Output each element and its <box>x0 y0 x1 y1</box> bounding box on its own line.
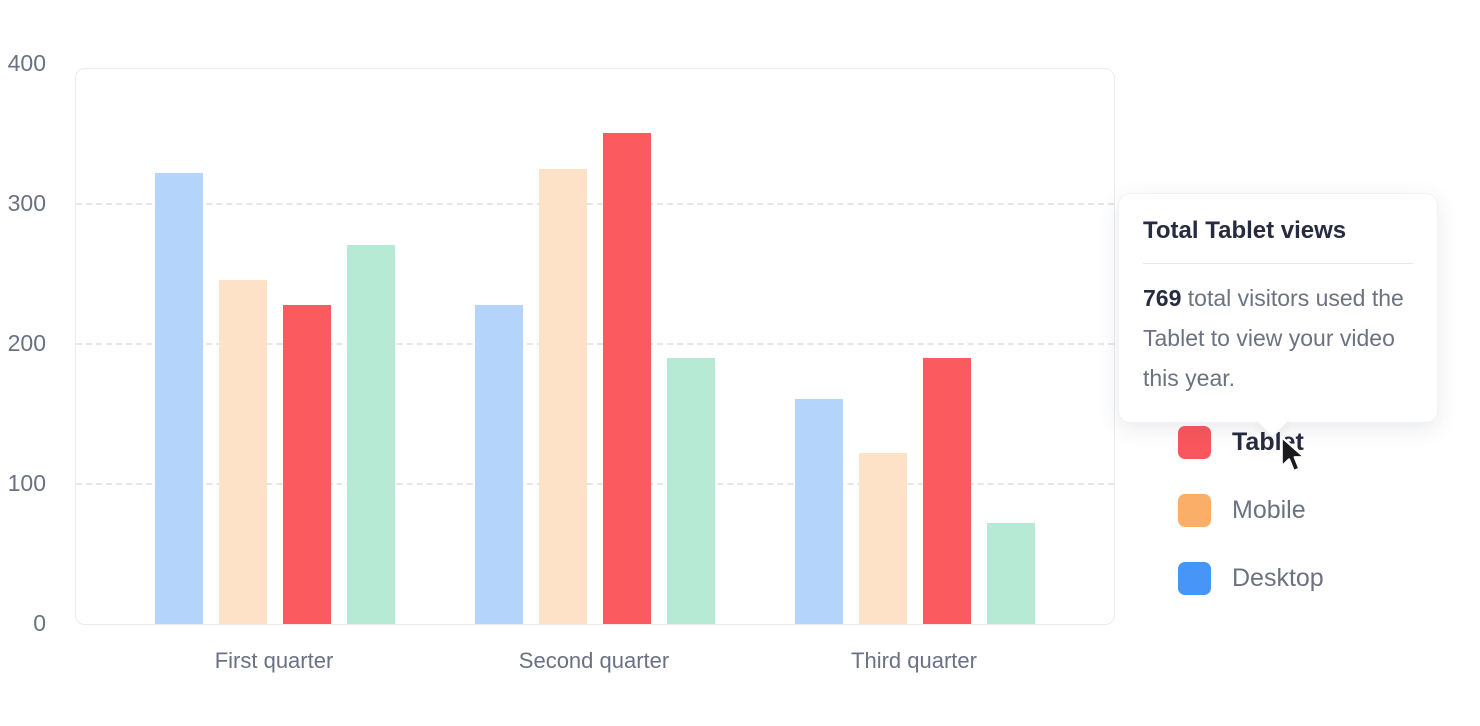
x-axis-label-2: Second quarter <box>518 648 670 673</box>
y-axis-tick-300: 300 <box>7 190 46 216</box>
tooltip-title: Total Tablet views <box>1143 217 1347 244</box>
y-axis-tick-400: 400 <box>7 50 46 76</box>
bar-desktop-1[interactable] <box>155 173 203 624</box>
bar-desktop-3[interactable] <box>795 399 843 624</box>
legend-swatch-mobile <box>1178 494 1211 527</box>
y-axis-tick-0: 0 <box>33 610 46 636</box>
mouse-cursor-icon <box>1274 434 1310 479</box>
tooltip-body: 769 total visitors used the Tablet to vi… <box>1143 278 1413 398</box>
bar-other-3[interactable] <box>987 523 1035 624</box>
bar-mobile-1[interactable] <box>219 280 267 624</box>
gridline-200 <box>76 343 1114 345</box>
gridline-100 <box>76 483 1114 485</box>
legend-item-mobile[interactable]: Mobile <box>1178 494 1306 527</box>
chart-plot-area <box>75 68 1115 625</box>
bar-mobile-2[interactable] <box>539 169 587 624</box>
bar-mobile-3[interactable] <box>859 453 907 624</box>
bar-tablet-2[interactable] <box>603 133 651 624</box>
x-axis-label-3: Third quarter <box>851 648 977 673</box>
y-axis-tick-100: 100 <box>7 470 46 496</box>
bar-tablet-3[interactable] <box>923 358 971 624</box>
legend-label-mobile: Mobile <box>1232 496 1306 524</box>
tooltip-body-text: total visitors used the Tablet to view y… <box>1143 285 1404 391</box>
y-axis-tick-200: 200 <box>7 330 46 356</box>
bar-other-2[interactable] <box>667 358 715 624</box>
bar-desktop-2[interactable] <box>475 305 523 624</box>
tooltip: Total Tablet views 769 total visitors us… <box>1118 193 1438 438</box>
tooltip-divider <box>1143 263 1413 264</box>
legend-swatch-desktop <box>1178 562 1211 595</box>
gridline-300 <box>76 203 1114 205</box>
legend-swatch-tablet <box>1178 426 1211 459</box>
bar-other-1[interactable] <box>347 245 395 624</box>
legend-item-desktop[interactable]: Desktop <box>1178 562 1324 595</box>
bar-tablet-1[interactable] <box>283 305 331 624</box>
legend-label-desktop: Desktop <box>1232 564 1324 592</box>
x-axis-label-1: First quarter <box>214 648 334 673</box>
tooltip-value: 769 <box>1143 285 1182 311</box>
